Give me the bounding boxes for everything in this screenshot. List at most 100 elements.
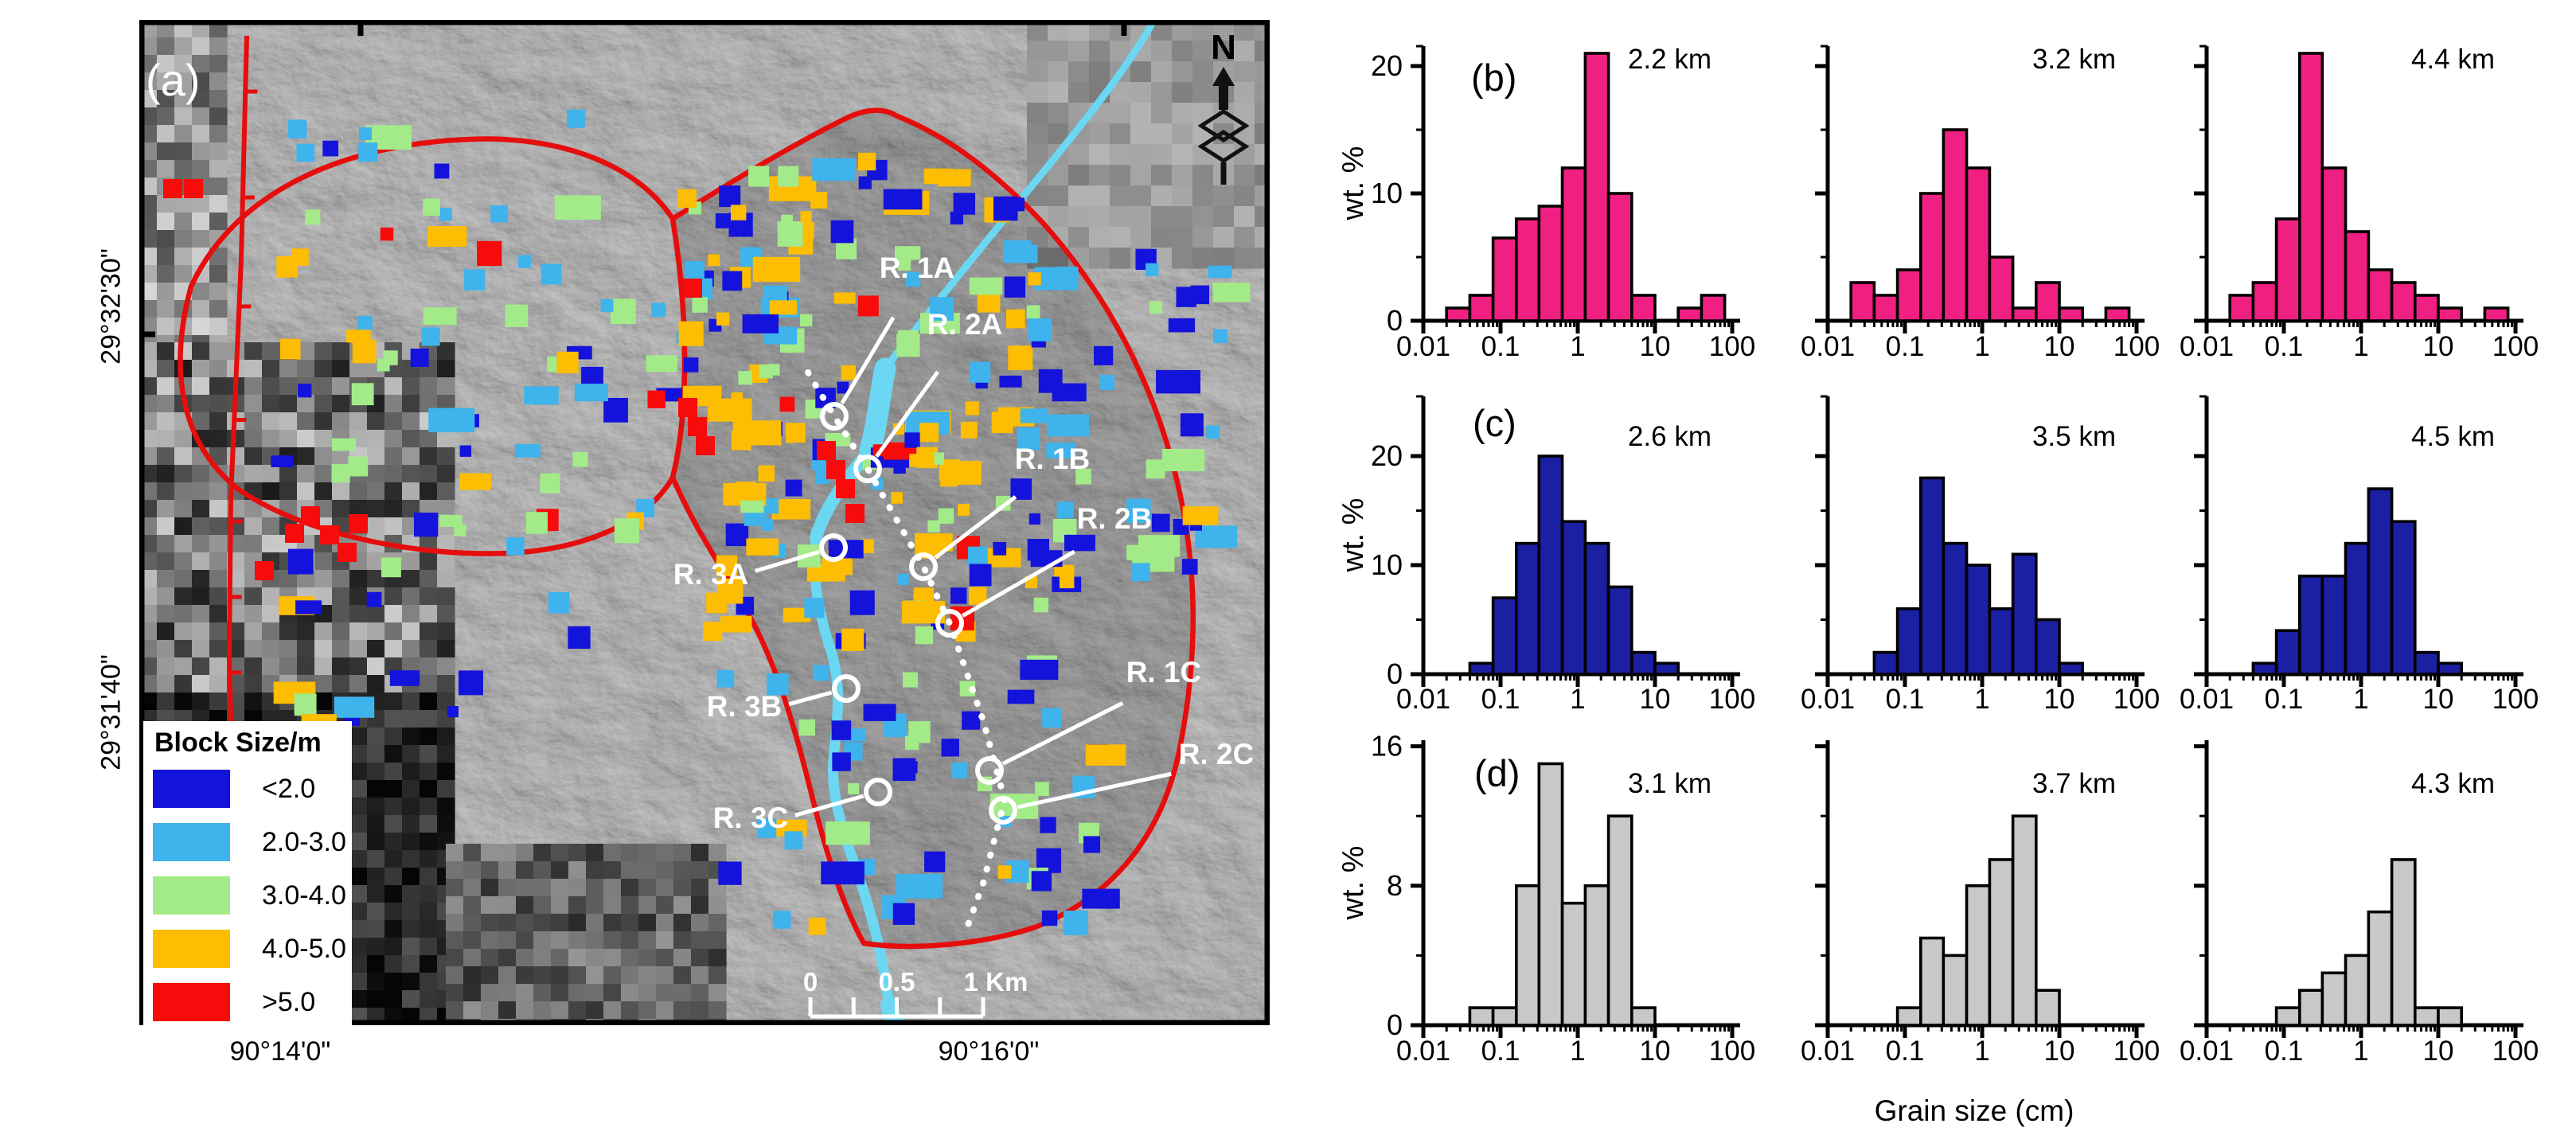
mosaic-cell [157,640,175,658]
histogram-bar [2367,487,2394,676]
mosaic-cell [297,430,315,448]
mosaic-cell [446,914,464,932]
block-marker [458,670,483,696]
mosaic-cell [192,160,210,178]
legend-row: <2.0 [153,770,352,808]
mosaic-cell [209,265,228,283]
mosaic-cell [463,914,482,932]
mosaic-cell [244,675,263,693]
north-arrow: N [1197,30,1250,197]
block-marker [915,626,934,645]
block-marker [960,421,978,439]
histogram-bar [2437,306,2463,322]
y-tick-label: 0 [1387,304,1403,337]
mosaic-cell [638,861,657,880]
mosaic-cell [367,640,385,658]
mosaic-cell [314,447,333,466]
block-marker [1181,559,1198,575]
mosaic-cell [314,482,333,501]
block-marker [716,669,735,688]
mosaic-cell [367,465,385,483]
mosaic-cell [367,447,385,466]
block-marker [514,443,541,458]
block-marker [331,464,350,483]
mosaic-cell [157,552,175,571]
block-marker [1195,525,1238,548]
histogram-bar [2035,989,2061,1027]
distance-label: 3.1 km [1628,768,1711,799]
mosaic-cell [192,535,210,553]
block-marker [331,438,356,451]
block-marker [1094,345,1114,365]
block-marker-red [836,479,855,498]
mosaic-cell [209,342,228,361]
mosaic-cell [157,412,175,431]
mosaic-cell [174,622,193,641]
block-marker [958,504,970,517]
mosaic-cell [314,692,333,711]
mosaic-cell [367,412,385,431]
mosaic-cell [157,300,175,318]
histogram-bar [2251,281,2278,322]
mosaic-cell [209,482,228,501]
mosaic-cell [1192,165,1214,186]
block-marker [1017,427,1040,451]
mosaic-cell [446,931,464,950]
block-marker [296,143,315,162]
mosaic-cell [367,605,385,623]
mosaic-cell [1089,144,1110,166]
x-tick-label: 0.01 [1396,1036,1450,1067]
mosaic-cell [568,879,587,897]
mosaic-cell [481,896,499,915]
mosaic-cell [349,815,368,833]
mosaic-cell [384,465,403,483]
sample-leader-line [962,549,1075,618]
mosaic-cell [367,973,385,991]
mosaic-cell [192,55,210,73]
mosaic-cell [481,984,499,1002]
panel-letter: (d) [1474,752,1520,794]
block-marker [769,300,798,315]
block-marker [967,546,988,567]
mosaic-cell [708,984,727,1002]
block-marker [924,851,946,872]
distance-label: 3.7 km [2032,768,2116,799]
histogram-bar [1583,541,1610,676]
block-marker [351,383,374,406]
mosaic-cell [279,412,298,431]
mosaic-cell [192,675,210,693]
mosaic-cell [621,984,639,1002]
block-marker [969,277,1003,295]
histogram-bar [2297,989,2324,1027]
block-marker [860,539,874,553]
mosaic-cell [157,500,175,518]
block-marker [1085,744,1126,766]
mosaic-cell [516,931,534,950]
histogram-bar [2437,1006,2463,1027]
mosaic-cell [586,914,604,932]
histogram-bar [2058,661,2084,676]
sample-site-circle [909,552,938,581]
block-marker [291,248,309,266]
mosaic-cell [1234,165,1255,186]
mosaic-cell [209,692,228,711]
block-size-markers [163,109,1251,935]
mosaic-cell [174,640,193,658]
block-marker [346,330,371,343]
mosaic-cell [279,482,298,501]
mosaic-cell [603,984,622,1002]
mosaic-cell [367,885,385,903]
mosaic-cell [192,72,210,91]
distance-label: 3.5 km [2032,421,2116,452]
mosaic-cell [551,984,569,1002]
mosaic-cell [244,622,263,641]
mosaic-cell [708,844,727,862]
mosaic-cell [708,914,727,932]
mosaic-cell [192,552,210,571]
mosaic-cell [332,342,350,361]
block-marker [904,735,919,750]
histogram-bar [1942,128,1969,322]
mosaic-cell [621,949,639,967]
histogram-bar [1606,814,1633,1027]
block-marker-red [301,506,320,525]
